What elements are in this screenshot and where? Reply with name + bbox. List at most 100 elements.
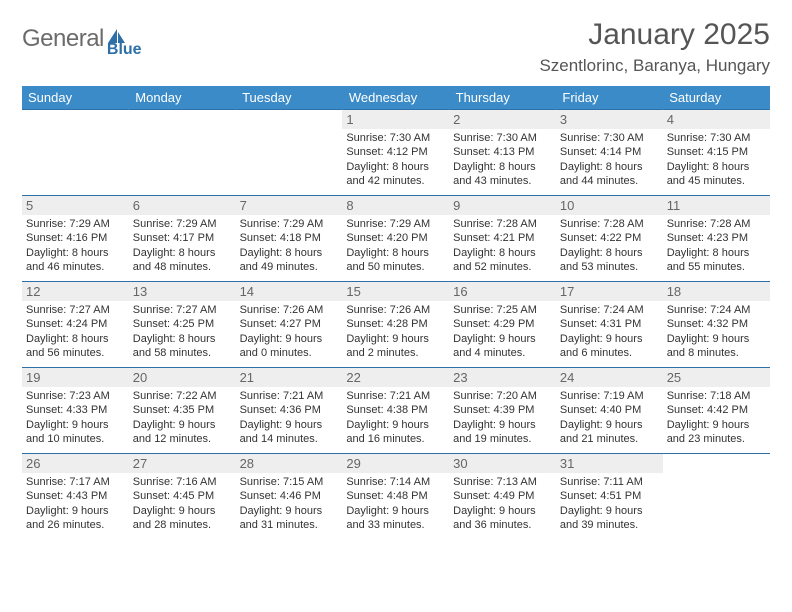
day-info: Sunrise: 7:19 AMSunset: 4:40 PMDaylight:… [556, 387, 663, 450]
sunset-text: Sunset: 4:40 PM [560, 403, 659, 417]
daylight-text: Daylight: 9 hours and 0 minutes. [240, 332, 339, 361]
daylight-text: Daylight: 8 hours and 52 minutes. [453, 246, 552, 275]
month-title: January 2025 [539, 18, 770, 52]
day-info: Sunrise: 7:22 AMSunset: 4:35 PMDaylight:… [129, 387, 236, 450]
sunset-text: Sunset: 4:36 PM [240, 403, 339, 417]
day-info: Sunrise: 7:24 AMSunset: 4:31 PMDaylight:… [556, 301, 663, 364]
sunset-text: Sunset: 4:12 PM [346, 145, 445, 159]
calendar-day-cell: .. [129, 110, 236, 196]
daylight-text: Daylight: 9 hours and 39 minutes. [560, 504, 659, 533]
sunrise-text: Sunrise: 7:30 AM [453, 131, 552, 145]
sunrise-text: Sunrise: 7:28 AM [560, 217, 659, 231]
calendar-day-cell: .. [22, 110, 129, 196]
day-info: Sunrise: 7:29 AMSunset: 4:17 PMDaylight:… [129, 215, 236, 278]
day-number: 7 [236, 196, 343, 215]
sunrise-text: Sunrise: 7:29 AM [240, 217, 339, 231]
calendar-week-row: 19Sunrise: 7:23 AMSunset: 4:33 PMDayligh… [22, 368, 770, 454]
sunrise-text: Sunrise: 7:21 AM [346, 389, 445, 403]
weekday-header: Thursday [449, 86, 556, 110]
sunset-text: Sunset: 4:15 PM [667, 145, 766, 159]
sunrise-text: Sunrise: 7:29 AM [133, 217, 232, 231]
calendar-day-cell: 5Sunrise: 7:29 AMSunset: 4:16 PMDaylight… [22, 196, 129, 282]
logo: General Blue [22, 18, 142, 58]
sunset-text: Sunset: 4:42 PM [667, 403, 766, 417]
day-info: Sunrise: 7:26 AMSunset: 4:28 PMDaylight:… [342, 301, 449, 364]
day-number: 13 [129, 282, 236, 301]
daylight-text: Daylight: 9 hours and 8 minutes. [667, 332, 766, 361]
day-number: 5 [22, 196, 129, 215]
logo-word-general: General [22, 25, 104, 53]
weekday-header: Monday [129, 86, 236, 110]
sunrise-text: Sunrise: 7:22 AM [133, 389, 232, 403]
day-number: 27 [129, 454, 236, 473]
daylight-text: Daylight: 8 hours and 56 minutes. [26, 332, 125, 361]
sunrise-text: Sunrise: 7:16 AM [133, 475, 232, 489]
day-info: Sunrise: 7:14 AMSunset: 4:48 PMDaylight:… [342, 473, 449, 536]
sunrise-text: Sunrise: 7:25 AM [453, 303, 552, 317]
sunrise-text: Sunrise: 7:23 AM [26, 389, 125, 403]
day-number: 12 [22, 282, 129, 301]
day-info: Sunrise: 7:28 AMSunset: 4:23 PMDaylight:… [663, 215, 770, 278]
daylight-text: Daylight: 9 hours and 2 minutes. [346, 332, 445, 361]
sunrise-text: Sunrise: 7:19 AM [560, 389, 659, 403]
calendar-day-cell: 8Sunrise: 7:29 AMSunset: 4:20 PMDaylight… [342, 196, 449, 282]
day-number: 19 [22, 368, 129, 387]
day-number: 25 [663, 368, 770, 387]
calendar-day-cell: 2Sunrise: 7:30 AMSunset: 4:13 PMDaylight… [449, 110, 556, 196]
sunrise-text: Sunrise: 7:26 AM [240, 303, 339, 317]
sunrise-text: Sunrise: 7:13 AM [453, 475, 552, 489]
daylight-text: Daylight: 9 hours and 28 minutes. [133, 504, 232, 533]
day-info: Sunrise: 7:16 AMSunset: 4:45 PMDaylight:… [129, 473, 236, 536]
calendar-day-cell: 23Sunrise: 7:20 AMSunset: 4:39 PMDayligh… [449, 368, 556, 454]
day-number: 3 [556, 110, 663, 129]
day-number: 28 [236, 454, 343, 473]
day-info: Sunrise: 7:24 AMSunset: 4:32 PMDaylight:… [663, 301, 770, 364]
daylight-text: Daylight: 8 hours and 46 minutes. [26, 246, 125, 275]
calendar-day-cell: 24Sunrise: 7:19 AMSunset: 4:40 PMDayligh… [556, 368, 663, 454]
sunset-text: Sunset: 4:45 PM [133, 489, 232, 503]
sunset-text: Sunset: 4:29 PM [453, 317, 552, 331]
day-number: 24 [556, 368, 663, 387]
sunset-text: Sunset: 4:14 PM [560, 145, 659, 159]
calendar-day-cell: 7Sunrise: 7:29 AMSunset: 4:18 PMDaylight… [236, 196, 343, 282]
location: Szentlorinc, Baranya, Hungary [539, 56, 770, 76]
calendar-day-cell: 14Sunrise: 7:26 AMSunset: 4:27 PMDayligh… [236, 282, 343, 368]
sunset-text: Sunset: 4:49 PM [453, 489, 552, 503]
sunset-text: Sunset: 4:20 PM [346, 231, 445, 245]
calendar-day-cell: 10Sunrise: 7:28 AMSunset: 4:22 PMDayligh… [556, 196, 663, 282]
calendar-day-cell: 15Sunrise: 7:26 AMSunset: 4:28 PMDayligh… [342, 282, 449, 368]
daylight-text: Daylight: 9 hours and 4 minutes. [453, 332, 552, 361]
daylight-text: Daylight: 8 hours and 48 minutes. [133, 246, 232, 275]
sunrise-text: Sunrise: 7:29 AM [26, 217, 125, 231]
sunset-text: Sunset: 4:35 PM [133, 403, 232, 417]
sunrise-text: Sunrise: 7:18 AM [667, 389, 766, 403]
day-info: Sunrise: 7:30 AMSunset: 4:13 PMDaylight:… [449, 129, 556, 192]
calendar-day-cell: 11Sunrise: 7:28 AMSunset: 4:23 PMDayligh… [663, 196, 770, 282]
weekday-header: Friday [556, 86, 663, 110]
day-info: Sunrise: 7:27 AMSunset: 4:25 PMDaylight:… [129, 301, 236, 364]
calendar-day-cell: 25Sunrise: 7:18 AMSunset: 4:42 PMDayligh… [663, 368, 770, 454]
daylight-text: Daylight: 9 hours and 19 minutes. [453, 418, 552, 447]
sunrise-text: Sunrise: 7:24 AM [560, 303, 659, 317]
day-number: 15 [342, 282, 449, 301]
calendar-day-cell: 19Sunrise: 7:23 AMSunset: 4:33 PMDayligh… [22, 368, 129, 454]
weekday-header: Tuesday [236, 86, 343, 110]
sunset-text: Sunset: 4:13 PM [453, 145, 552, 159]
daylight-text: Daylight: 9 hours and 26 minutes. [26, 504, 125, 533]
day-number: 30 [449, 454, 556, 473]
day-info: Sunrise: 7:25 AMSunset: 4:29 PMDaylight:… [449, 301, 556, 364]
calendar-day-cell: 12Sunrise: 7:27 AMSunset: 4:24 PMDayligh… [22, 282, 129, 368]
daylight-text: Daylight: 9 hours and 6 minutes. [560, 332, 659, 361]
daylight-text: Daylight: 8 hours and 50 minutes. [346, 246, 445, 275]
day-info: Sunrise: 7:28 AMSunset: 4:21 PMDaylight:… [449, 215, 556, 278]
calendar-header-row: SundayMondayTuesdayWednesdayThursdayFrid… [22, 86, 770, 110]
sunset-text: Sunset: 4:43 PM [26, 489, 125, 503]
calendar-day-cell: .. [663, 454, 770, 540]
day-number: 8 [342, 196, 449, 215]
daylight-text: Daylight: 9 hours and 16 minutes. [346, 418, 445, 447]
day-number: 20 [129, 368, 236, 387]
day-info: Sunrise: 7:29 AMSunset: 4:18 PMDaylight:… [236, 215, 343, 278]
day-info: Sunrise: 7:30 AMSunset: 4:12 PMDaylight:… [342, 129, 449, 192]
daylight-text: Daylight: 9 hours and 12 minutes. [133, 418, 232, 447]
sunrise-text: Sunrise: 7:27 AM [133, 303, 232, 317]
